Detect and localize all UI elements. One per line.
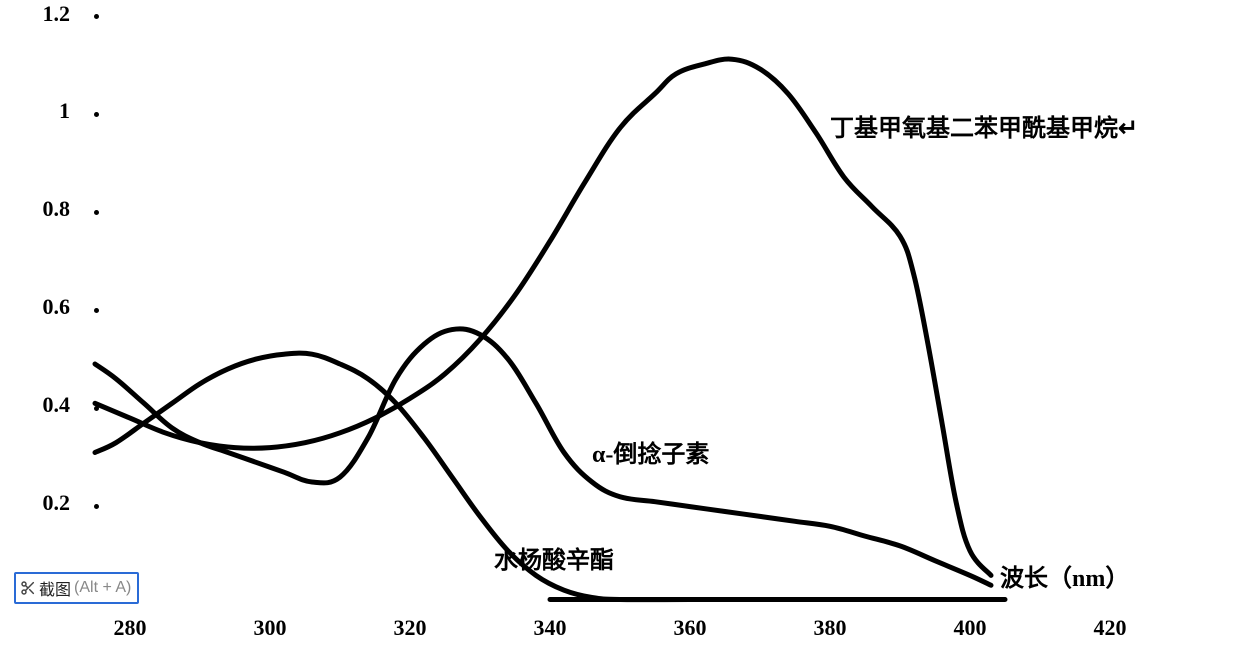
series-label-alpha-mangostin: α-倒捻子素 [592,434,709,469]
x-axis-label: 波长（nm） [1000,558,1129,593]
ytick-0-4: 0.4 [10,392,70,418]
screenshot-widget[interactable]: 截图 (Alt + A) [14,572,139,604]
xtick-420: 420 [1080,615,1140,641]
scissors-icon [20,580,36,596]
xtick-280: 280 [100,615,160,641]
ytick-0-2: 0.2 [10,490,70,516]
ytick-0-8: 0.8 [10,196,70,222]
screenshot-hint: (Alt + A) [74,579,131,597]
ytick-0-6: 0.6 [10,294,70,320]
uv-absorption-chart: 1.2 1 0.8 0.6 0.4 0.2 280 300 320 340 36… [0,0,1240,658]
xtick-320: 320 [380,615,440,641]
series-label-bmdbm: 丁基甲氧基二苯甲酰基甲烷↵ [830,108,1138,143]
plot-area [95,10,1145,600]
xtick-300: 300 [240,615,300,641]
xtick-360: 360 [660,615,720,641]
ytick-1-2: 1.2 [10,1,70,27]
xtick-400: 400 [940,615,1000,641]
screenshot-label: 截图 [39,576,71,600]
plot-svg [95,10,1145,600]
series-label-octyl-salicylate: 水杨酸辛酯 [494,540,614,575]
xtick-340: 340 [520,615,580,641]
xtick-380: 380 [800,615,860,641]
ytick-1-0: 1 [10,98,70,124]
